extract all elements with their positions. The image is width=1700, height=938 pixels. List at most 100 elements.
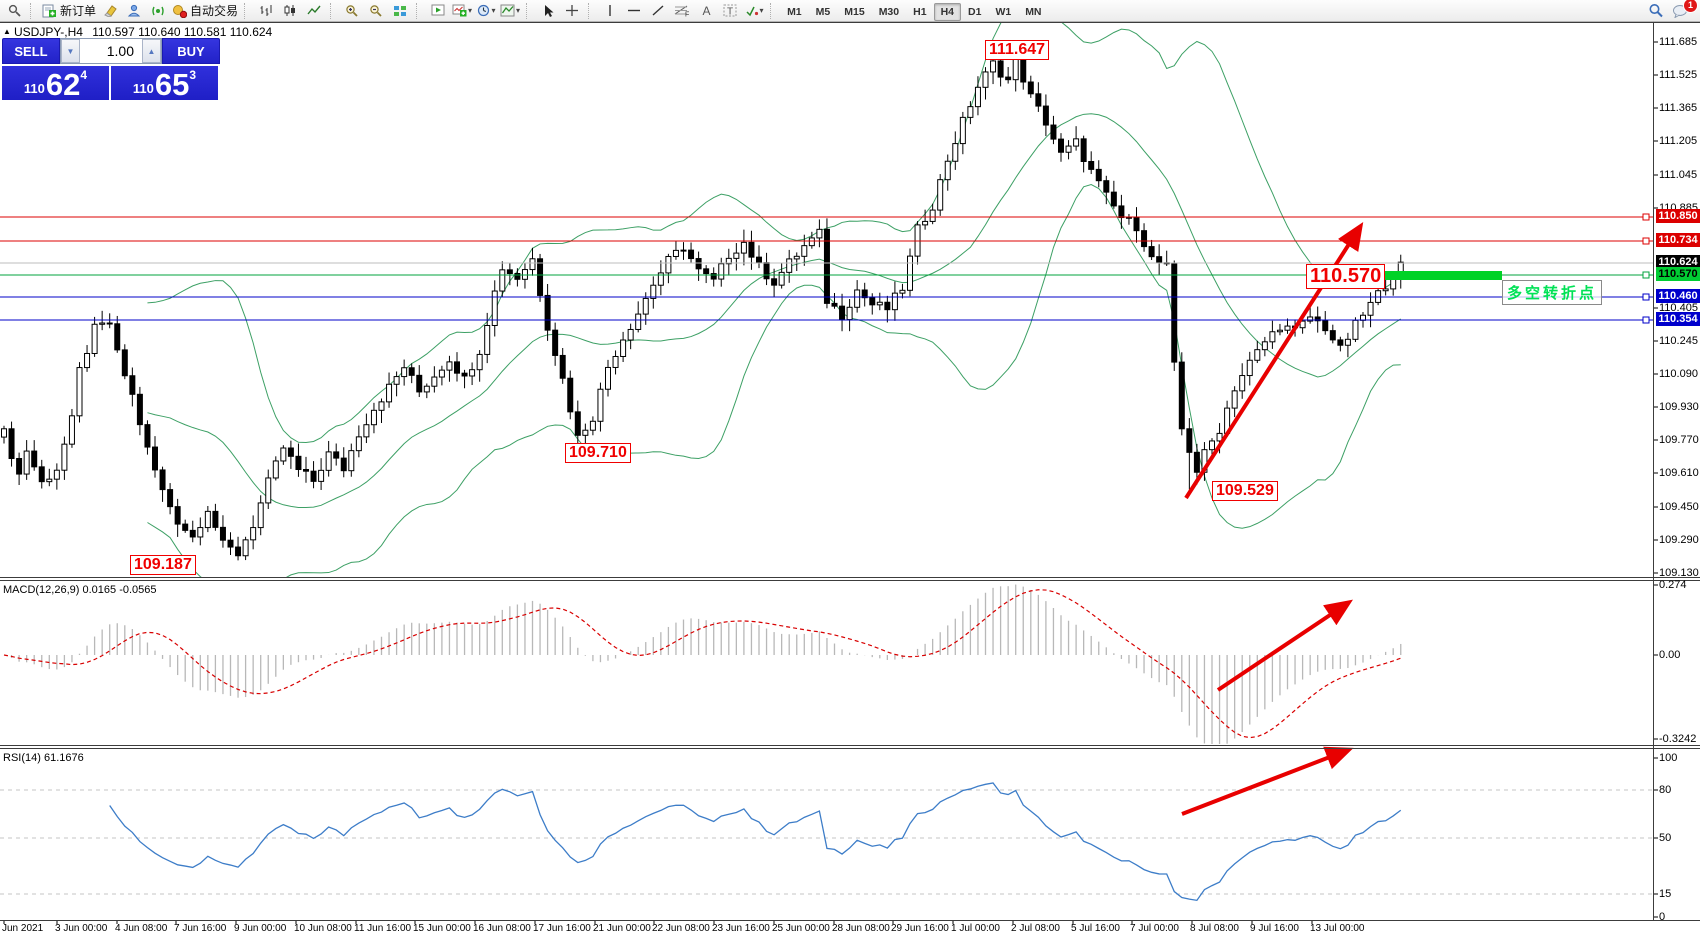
signal-icon[interactable] bbox=[146, 2, 170, 20]
toolbar-separator bbox=[526, 2, 533, 19]
time-tick-label: 3 Jun 00:00 bbox=[55, 923, 108, 934]
buy-price[interactable]: 110 65 3 bbox=[111, 66, 218, 100]
auto-trading-button[interactable]: 自动交易 bbox=[170, 2, 240, 20]
sell-price-big: 62 bbox=[45, 67, 81, 102]
price-annotation-109.187[interactable]: 109.187 bbox=[130, 555, 196, 575]
timeframe-M5[interactable]: M5 bbox=[815, 5, 831, 18]
rsi-tick-label: 80 bbox=[1659, 784, 1672, 796]
strategy-tester-icon[interactable] bbox=[426, 2, 450, 20]
cursor-icon[interactable] bbox=[536, 2, 560, 20]
horizontal-levels[interactable] bbox=[0, 213, 1653, 324]
tile-windows-icon[interactable] bbox=[388, 2, 412, 20]
timeframe-M1[interactable]: M1 bbox=[787, 5, 802, 18]
timeframe-H4[interactable]: H4 bbox=[933, 2, 961, 21]
pivot-point-label[interactable]: 多空转折点 bbox=[1502, 280, 1603, 305]
macd-tick-label: -0.3242 bbox=[1659, 733, 1697, 745]
price-tick-label: 109.610 bbox=[1659, 467, 1699, 479]
toolbar-separator bbox=[770, 2, 777, 19]
volume-value[interactable]: 1.00 bbox=[106, 43, 134, 59]
new-order-button[interactable]: 新订单 bbox=[40, 2, 98, 20]
timeframe-MN[interactable]: MN bbox=[1025, 5, 1042, 18]
price-tick-label: 110.090 bbox=[1659, 368, 1698, 380]
price-annotation-111.647[interactable]: 111.647 bbox=[985, 40, 1050, 60]
time-axis-border bbox=[0, 920, 1700, 921]
buy-button[interactable]: BUY bbox=[162, 38, 220, 64]
profiles-clock-icon[interactable]: ▾ bbox=[474, 2, 498, 20]
timeframe-M15[interactable]: M15 bbox=[844, 5, 865, 18]
time-tick-label: 22 Jun 08:00 bbox=[652, 923, 710, 934]
sell-price[interactable]: 110 62 4 bbox=[2, 66, 109, 100]
timeframe-group: M1 M5 M15 M30 H1 H4 D1 W1 MN bbox=[780, 2, 1048, 21]
time-tick-label: Jun 2021 bbox=[2, 923, 44, 934]
trendline-tool-icon[interactable] bbox=[646, 2, 670, 20]
toolbar-separator bbox=[588, 2, 595, 19]
time-tick-label: 11 Jun 16:00 bbox=[354, 923, 412, 934]
trend-arrows[interactable] bbox=[1181, 221, 1364, 816]
symbol-search-icon[interactable] bbox=[1644, 2, 1668, 20]
horizontal-line-tool-icon[interactable] bbox=[622, 2, 646, 20]
timeframe-M30[interactable]: M30 bbox=[878, 5, 900, 18]
indicators-icon[interactable]: ▾ bbox=[498, 2, 522, 20]
line-chart-icon[interactable] bbox=[302, 2, 326, 20]
rsi-tick-label: 50 bbox=[1659, 832, 1672, 844]
price-tick-label: 110.245 bbox=[1659, 335, 1698, 347]
zoom-in-icon[interactable] bbox=[340, 2, 364, 20]
volume-decrease-button[interactable]: ▼ bbox=[61, 39, 80, 63]
price-annotation-109.529[interactable]: 109.529 bbox=[1212, 481, 1278, 501]
price-tick-label: 111.205 bbox=[1659, 135, 1698, 147]
notifications-icon[interactable]: 1 bbox=[1668, 0, 1698, 20]
arrows-tool-icon[interactable]: ▾ bbox=[742, 2, 766, 20]
toolbar-right-group: 1 bbox=[1644, 0, 1698, 20]
price-annotation-110.570[interactable]: 110.570 bbox=[1306, 264, 1386, 289]
price-tick-label: 111.525 bbox=[1659, 69, 1698, 81]
auto-trading-label: 自动交易 bbox=[190, 4, 239, 18]
magnifier-icon[interactable] bbox=[2, 2, 26, 20]
volume-field: ▼ 1.00 ▲ bbox=[60, 38, 162, 64]
axis-ticks bbox=[3, 41, 1658, 924]
price-tag-110.734: 110.734 bbox=[1656, 233, 1700, 247]
new-chart-icon[interactable]: ▾ bbox=[450, 2, 474, 20]
toolbar-separator bbox=[244, 2, 251, 19]
macd-separator-bottom[interactable] bbox=[0, 580, 1700, 581]
time-tick-label: 13 Jul 00:00 bbox=[1310, 923, 1365, 934]
time-tick-label: 2 Jul 08:00 bbox=[1011, 923, 1060, 934]
price-tick-label: 111.685 bbox=[1659, 36, 1698, 48]
dropdown-arrow-icon: ▾ bbox=[759, 6, 764, 15]
macd-separator-top[interactable] bbox=[0, 577, 1700, 578]
text-label-tool-icon[interactable]: T bbox=[718, 2, 742, 20]
fibonacci-tool-icon[interactable]: F bbox=[670, 2, 694, 20]
pivot-highlight-bar[interactable] bbox=[1383, 271, 1502, 280]
time-tick-label: 28 Jun 08:00 bbox=[832, 923, 890, 934]
buy-price-big: 65 bbox=[154, 67, 190, 102]
timeframe-H1[interactable]: H1 bbox=[913, 5, 927, 18]
rsi-separator-top[interactable] bbox=[0, 745, 1700, 746]
crosshair-icon[interactable] bbox=[560, 2, 584, 20]
time-tick-label: 1 Jul 00:00 bbox=[951, 923, 1000, 934]
time-tick-label: 9 Jun 00:00 bbox=[234, 923, 287, 934]
time-tick-label: 7 Jul 00:00 bbox=[1130, 923, 1179, 934]
time-tick-label: 4 Jun 08:00 bbox=[115, 923, 168, 934]
time-tick-label: 5 Jul 16:00 bbox=[1071, 923, 1120, 934]
symbol-timeframe: USDJPY-,H4 bbox=[14, 25, 83, 39]
bar-chart-icon[interactable] bbox=[254, 2, 278, 20]
eraser-icon[interactable] bbox=[98, 2, 122, 20]
timeframe-D1[interactable]: D1 bbox=[968, 5, 982, 18]
price-tick-label: 109.290 bbox=[1659, 534, 1699, 546]
text-tool-icon[interactable]: A bbox=[694, 2, 718, 20]
zoom-out-icon[interactable] bbox=[364, 2, 388, 20]
price-tag-110.624: 110.624 bbox=[1656, 255, 1700, 269]
time-tick-label: 9 Jul 16:00 bbox=[1250, 923, 1299, 934]
candlestick-chart-icon[interactable] bbox=[278, 2, 302, 20]
rsi-plot bbox=[0, 782, 1653, 902]
rsi-tick-label: 100 bbox=[1659, 752, 1678, 764]
price-tick-label: 110.405 bbox=[1659, 302, 1698, 314]
vertical-line-tool-icon[interactable] bbox=[598, 2, 622, 20]
time-tick-label: 17 Jun 16:00 bbox=[533, 923, 591, 934]
rsi-separator-bottom[interactable] bbox=[0, 748, 1700, 749]
expert-advisor-icon[interactable] bbox=[122, 2, 146, 20]
price-annotation-109.710[interactable]: 109.710 bbox=[565, 443, 631, 463]
sell-button[interactable]: SELL bbox=[2, 38, 60, 64]
timeframe-W1[interactable]: W1 bbox=[995, 5, 1012, 18]
volume-increase-button[interactable]: ▲ bbox=[142, 39, 161, 63]
